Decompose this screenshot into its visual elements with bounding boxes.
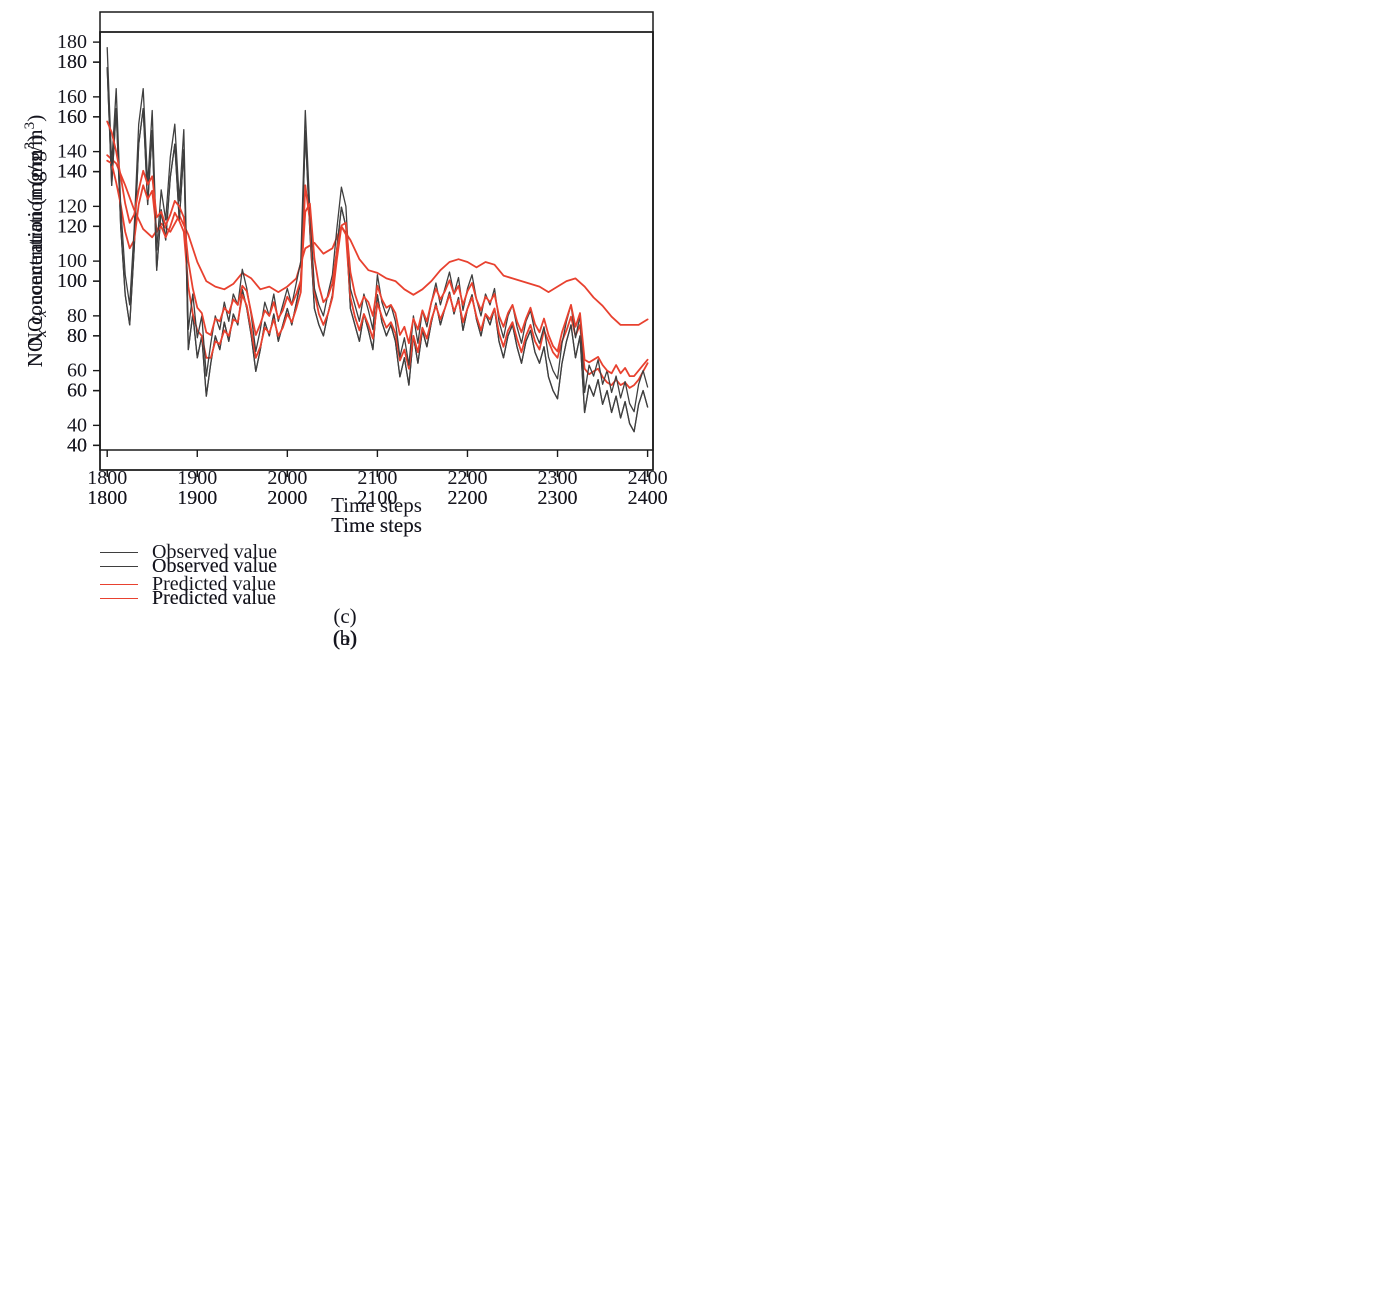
svg-text:140: 140 xyxy=(57,141,87,163)
svg-text:80: 80 xyxy=(67,325,87,347)
legend-label-observed: Observed value xyxy=(152,540,277,563)
svg-text:Time steps: Time steps xyxy=(331,493,422,517)
svg-text:60: 60 xyxy=(67,360,87,382)
legend-label-observed: Observed value xyxy=(152,554,277,577)
svg-text:2000: 2000 xyxy=(267,467,307,489)
svg-text:180: 180 xyxy=(57,51,87,73)
svg-text:40: 40 xyxy=(67,434,87,456)
svg-text:40: 40 xyxy=(67,414,87,436)
svg-text:2300: 2300 xyxy=(538,467,578,489)
svg-text:2000: 2000 xyxy=(267,487,307,509)
predicted-line-swatch xyxy=(100,583,138,585)
svg-text:100: 100 xyxy=(57,270,87,292)
svg-text:60: 60 xyxy=(67,380,87,402)
svg-text:120: 120 xyxy=(57,215,87,237)
legend-label-observed: Observed value xyxy=(152,554,277,577)
svg-text:2400: 2400 xyxy=(628,487,668,509)
svg-text:1800: 1800 xyxy=(87,487,127,509)
svg-text:1800: 1800 xyxy=(87,487,127,509)
svg-text:Time steps: Time steps xyxy=(331,513,422,537)
predicted-line-swatch xyxy=(100,597,138,599)
svg-text:Time steps: Time steps xyxy=(331,513,422,537)
svg-text:2000: 2000 xyxy=(267,487,307,509)
panel-c: NOx concentration (mg/m3) 40 60 80 100 120 14… xyxy=(0,0,690,660)
svg-text:1900: 1900 xyxy=(177,487,217,509)
observed-line-swatch xyxy=(100,565,138,567)
legend: Observed value Predicted value xyxy=(100,550,277,614)
observed-line-swatch xyxy=(100,551,138,553)
legend-label-predicted: Predicted value xyxy=(152,586,276,609)
svg-text:2300: 2300 xyxy=(538,487,578,509)
svg-text:100: 100 xyxy=(57,250,87,272)
svg-text:40: 40 xyxy=(67,434,87,456)
svg-text:2100: 2100 xyxy=(357,467,397,489)
svg-text:100: 100 xyxy=(57,270,87,292)
caption-b: (b) xyxy=(332,626,358,650)
svg-text:80: 80 xyxy=(67,325,87,347)
svg-text:180: 180 xyxy=(57,51,87,73)
legend: Observed value Predicted value xyxy=(100,536,277,600)
svg-text:140: 140 xyxy=(57,161,87,183)
legend-item-predicted: Predicted value xyxy=(100,568,277,600)
svg-text:1800: 1800 xyxy=(87,467,127,489)
svg-text:2400: 2400 xyxy=(628,467,668,489)
line-chart-c: 40 60 80 100 120 140 160 180 1800 1900 2000 2100 220… xyxy=(57,11,668,517)
svg-text:2200: 2200 xyxy=(447,487,487,509)
svg-text:180: 180 xyxy=(57,31,87,53)
svg-text:120: 120 xyxy=(57,215,87,237)
legend-item-observed: Observed value xyxy=(100,536,277,568)
svg-text:2200: 2200 xyxy=(447,487,487,509)
svg-text:60: 60 xyxy=(67,380,87,402)
svg-text:2400: 2400 xyxy=(628,487,668,509)
svg-text:2200: 2200 xyxy=(447,467,487,489)
svg-text:2100: 2100 xyxy=(357,487,397,509)
svg-text:1900: 1900 xyxy=(177,487,217,509)
panel-b: NOx concentration (mg/m3) 40 60 80 100 120 14… xyxy=(0,0,690,660)
svg-text:2100: 2100 xyxy=(357,487,397,509)
line-chart-b: 40 60 80 100 120 140 160 180 1800 1900 2000 2100 220… xyxy=(57,31,668,537)
svg-text:160: 160 xyxy=(57,106,87,128)
caption-c: (c) xyxy=(333,604,357,628)
svg-text:120: 120 xyxy=(57,195,87,217)
svg-text:2300: 2300 xyxy=(538,487,578,509)
legend-label-predicted: Predicted value xyxy=(152,572,276,595)
legend-label-predicted: Predicted value xyxy=(152,586,276,609)
legend: Observed value Predicted value xyxy=(100,550,277,614)
svg-text:160: 160 xyxy=(57,86,87,108)
svg-text:80: 80 xyxy=(67,305,87,327)
caption-a: (a) xyxy=(333,626,357,650)
legend-item-observed: Observed value xyxy=(100,550,277,582)
svg-text:140: 140 xyxy=(57,161,87,183)
svg-text:160: 160 xyxy=(57,106,87,128)
legend-item-predicted: Predicted value xyxy=(100,582,277,614)
svg-text:1900: 1900 xyxy=(177,467,217,489)
